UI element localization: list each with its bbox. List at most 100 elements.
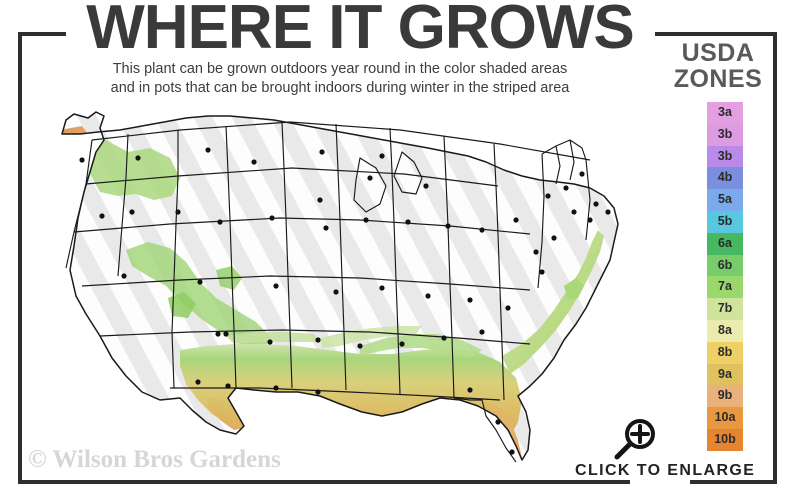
city-dot	[571, 209, 577, 215]
city-dot	[135, 155, 141, 161]
city-dot	[405, 219, 411, 225]
city-dot	[333, 289, 339, 295]
city-dot	[441, 335, 447, 341]
city-dot	[479, 329, 485, 335]
city-dot	[267, 339, 273, 345]
region-south-texas	[206, 396, 244, 430]
zone-swatch-6b-7: 6b	[707, 254, 743, 277]
map-svg	[61, 111, 619, 463]
city-dot	[357, 343, 363, 349]
region-mid-atlantic-green	[564, 278, 584, 300]
city-dot	[225, 383, 231, 389]
city-dot	[205, 147, 211, 153]
frame-bottom-right-border	[690, 480, 777, 484]
region-southern-plains-fringe	[226, 332, 320, 344]
subtitle-line-2: and in pots that can be brought indoors …	[110, 80, 570, 96]
city-dot	[563, 185, 569, 191]
city-dot	[513, 217, 519, 223]
frame-left-border	[18, 32, 22, 484]
page-title: WHERE IT GROWS	[86, 0, 634, 62]
city-dot	[175, 209, 181, 215]
city-dot	[315, 389, 321, 395]
zone-swatch-10b-15: 10b	[707, 428, 743, 451]
zone-swatch-3a-0: 3a	[707, 102, 743, 124]
city-dot	[505, 305, 511, 311]
city-dot	[533, 249, 539, 255]
zone-swatch-7b-9: 7b	[707, 298, 743, 320]
subtitle-text: This plant can be grown outdoors year ro…	[40, 60, 640, 98]
city-dot	[587, 217, 593, 223]
city-dot	[215, 331, 221, 337]
usda-hardiness-map[interactable]	[30, 100, 650, 470]
usda-heading-line-2: ZONES	[673, 65, 763, 93]
zone-swatch-10a-14: 10a	[707, 407, 743, 429]
zone-swatch-5a-4: 5a	[707, 189, 743, 211]
city-dot	[317, 197, 323, 203]
magnifier-plus-icon[interactable]	[612, 418, 660, 467]
usda-zones-heading: USDA ZONES	[666, 40, 770, 92]
city-dot	[99, 213, 105, 219]
city-dot	[593, 201, 599, 207]
region-atlantic-coast	[502, 230, 604, 374]
city-dot	[217, 219, 223, 225]
city-dot	[509, 449, 515, 455]
city-dot	[579, 171, 585, 177]
city-dot	[121, 273, 127, 279]
city-dot	[423, 183, 429, 189]
city-dot	[379, 153, 385, 159]
city-dot	[467, 387, 473, 393]
click-to-enlarge-label[interactable]: CLICK TO ENLARGE	[575, 462, 756, 479]
us-national-outline	[61, 111, 619, 461]
city-dot	[197, 279, 203, 285]
zone-swatch-5b-5: 5b	[707, 210, 743, 233]
city-dot	[269, 215, 275, 221]
city-dot	[223, 331, 229, 337]
city-dot	[539, 269, 545, 275]
zone-swatch-3b-1: 3b	[707, 123, 743, 146]
city-dot	[319, 149, 325, 155]
city-dot	[399, 341, 405, 347]
zone-swatch-4b-3: 4b	[707, 167, 743, 190]
city-dot	[79, 157, 85, 163]
frame-top-right-border	[655, 32, 777, 36]
city-dot	[323, 225, 329, 231]
city-dot	[425, 293, 431, 299]
city-dot	[273, 385, 279, 391]
zone-swatch-6a-6: 6a	[707, 232, 743, 255]
city-dot	[273, 283, 279, 289]
city-dot	[367, 175, 373, 181]
zone-swatch-8a-10: 8a	[707, 319, 743, 342]
zone-swatch-9b-13: 9b	[707, 385, 743, 408]
city-dot	[545, 193, 551, 199]
city-dots-layer	[79, 147, 611, 455]
state-borders-layer	[65, 121, 591, 463]
city-dot	[467, 297, 473, 303]
usda-zone-legend: 3a 3b 3b 4b 5a 5b 6a 6b 7a 7b 8a 8b 9a 9b 10a 10b	[707, 102, 743, 451]
frame-bottom-border	[18, 480, 630, 484]
city-dot	[251, 159, 257, 165]
city-dot	[363, 217, 369, 223]
city-dot	[379, 285, 385, 291]
city-dot	[315, 337, 321, 343]
zone-swatch-9a-12: 9a	[707, 363, 743, 386]
usda-heading-line-1: USDA	[681, 39, 755, 67]
region-great-basin-green	[126, 242, 272, 350]
city-dot	[445, 223, 451, 229]
city-dot	[129, 209, 135, 215]
subtitle-line-1: This plant can be grown outdoors year ro…	[112, 61, 568, 77]
city-dot	[195, 379, 201, 385]
watermark: © Wilson Bros Gardens	[28, 446, 281, 473]
zone-swatch-8b-11: 8b	[707, 341, 743, 364]
city-dot	[479, 227, 485, 233]
region-inland-northwest	[86, 140, 180, 200]
region-sierra-green	[168, 292, 196, 318]
zone-swatch-3b-2: 3b	[707, 145, 743, 168]
frame-top-left-border	[18, 32, 66, 36]
frame-right-border	[773, 32, 777, 484]
city-dot	[495, 419, 501, 425]
city-dot	[605, 209, 611, 215]
city-dot	[551, 235, 557, 241]
zone-swatch-7a-8: 7a	[707, 276, 743, 299]
region-ohio-valley-fringe	[320, 326, 422, 348]
